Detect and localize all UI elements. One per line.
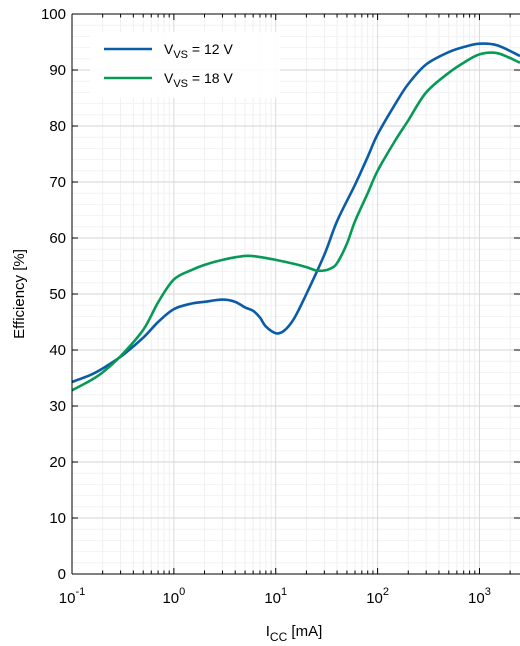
legend-label-12v: VVS = 12 V: [164, 41, 233, 61]
y-tick-label: 40: [49, 342, 66, 359]
x-tick-label: 100: [162, 586, 185, 607]
x-axis-title-main: I: [266, 623, 270, 640]
x-tick-label-exponent: 3: [485, 586, 491, 598]
x-tick-label: 10-1: [59, 586, 85, 607]
legend-label-12v-main: V: [164, 41, 174, 57]
legend-label-18v: VVS = 18 V: [164, 70, 233, 90]
legend-label-18v-subscript: VS: [173, 78, 188, 90]
y-tick-label: 90: [49, 62, 66, 79]
x-tick-label-base: 10: [468, 590, 485, 607]
y-tick-label: 20: [49, 454, 66, 471]
series-line-1: [71, 51, 520, 392]
y-tick-label: 30: [49, 398, 66, 415]
x-tick-label-base: 10: [162, 590, 179, 607]
x-tick-label: 102: [366, 586, 389, 607]
grid: [71, 13, 520, 575]
y-tick-label: 10: [49, 510, 66, 527]
x-tick-label: 103: [468, 586, 491, 607]
y-tick-label: 100: [41, 6, 66, 23]
series-line-0: [71, 42, 520, 384]
x-tick-label-base: 10: [264, 590, 281, 607]
y-tick-label: 0: [58, 566, 66, 583]
legend-label-12v-rest: = 12 V: [188, 41, 233, 57]
series-layer: [71, 42, 520, 392]
y-tick-label: 70: [49, 174, 66, 191]
x-tick-label-exponent: -1: [75, 586, 85, 598]
y-axis-title: Efficiency [%]: [11, 249, 28, 339]
legend-box: [90, 32, 280, 98]
x-tick-label: 101: [264, 586, 287, 607]
legend-label-12v-subscript: VS: [173, 49, 188, 61]
legend-entry-12v: VVS = 12 V: [104, 41, 233, 61]
y-tick-label: 80: [49, 118, 66, 135]
x-axis-title-subscript: CC: [270, 630, 288, 644]
y-tick-label: 60: [49, 230, 66, 247]
legend-entry-18v: VVS = 18 V: [104, 70, 233, 90]
x-axis-title: ICC [mA]: [266, 623, 323, 644]
legend-label-18v-main: V: [164, 70, 174, 86]
x-tick-label-base: 10: [59, 590, 76, 607]
axes: [71, 13, 520, 575]
x-tick-label-base: 10: [366, 590, 383, 607]
legend-label-18v-rest: = 18 V: [188, 70, 233, 86]
legend: VVS = 12 V VVS = 18 V: [90, 32, 280, 98]
x-tick-label-exponent: 0: [179, 586, 185, 598]
y-tick-label: 50: [49, 286, 66, 303]
x-tick-label-exponent: 2: [383, 586, 389, 598]
y-tick-labels: 0 10 20 30 40 50 60 70 80 90 100: [41, 6, 66, 583]
x-tick-labels: 10-1 100 101 102 103: [59, 586, 491, 607]
x-tick-label-exponent: 1: [281, 586, 287, 598]
x-axis-title-unit: [mA]: [287, 623, 322, 640]
